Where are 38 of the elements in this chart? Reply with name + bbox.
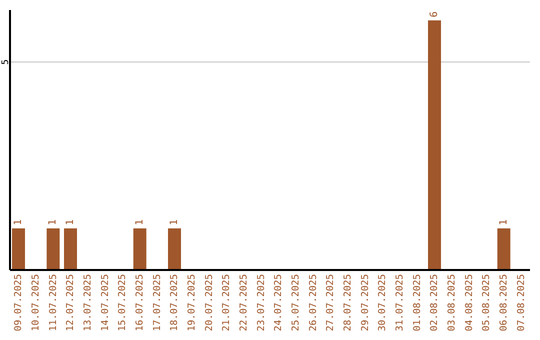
- x-tick-label: 25.07.2025: [290, 274, 302, 332]
- x-tick-label: 09.07.2025: [13, 274, 24, 332]
- x-tick-label: 12.07.2025: [65, 274, 76, 332]
- x-tick-label: 21.07.2025: [221, 274, 232, 332]
- x-tick-label: 03.08.2025: [446, 274, 458, 332]
- data-label: 1: [498, 219, 510, 226]
- x-tick-label: 29.07.2025: [360, 274, 371, 332]
- x-tick-label: 05.08.2025: [481, 274, 492, 332]
- data-label: 1: [65, 219, 76, 226]
- x-tick-label: 14.07.2025: [100, 274, 111, 332]
- x-tick-label: 26.07.2025: [308, 274, 319, 332]
- x-tick-label: 31.07.2025: [394, 274, 406, 332]
- x-tick-label: 28.07.2025: [342, 274, 354, 332]
- x-tick-label: 19.07.2025: [186, 274, 198, 332]
- data-label: 1: [169, 219, 180, 226]
- x-tick-label: 06.08.2025: [498, 274, 510, 332]
- x-tick-label: 13.07.2025: [82, 274, 94, 332]
- x-tick-label: 07.08.2025: [516, 274, 527, 332]
- data-label: 1: [13, 219, 24, 226]
- x-tick-label: 02.08.2025: [429, 274, 440, 332]
- x-tick-label: 16.07.2025: [134, 274, 146, 332]
- x-tick-label: 10.07.2025: [30, 274, 42, 332]
- x-tick-label: 04.08.2025: [464, 274, 475, 332]
- data-label: 1: [134, 219, 146, 226]
- x-tick-label: 11.07.2025: [48, 274, 59, 332]
- x-tick-label: 17.07.2025: [152, 274, 163, 332]
- x-tick-label: 15.07.2025: [117, 274, 128, 332]
- x-tick-label: 01.08.2025: [412, 274, 423, 332]
- x-tick-label: 24.07.2025: [273, 274, 284, 332]
- x-tick-label: 20.07.2025: [204, 274, 215, 332]
- x-tick-label: 22.07.2025: [238, 274, 250, 332]
- x-tick-label: 23.07.2025: [256, 274, 267, 332]
- x-tick-label: 30.07.2025: [377, 274, 388, 332]
- data-label: 6: [429, 11, 440, 18]
- data-label: 1: [48, 219, 59, 226]
- x-tick-label: 27.07.2025: [325, 274, 336, 332]
- y-tick-label: 5: [1, 59, 11, 65]
- x-tick-label: 18.07.2025: [169, 274, 180, 332]
